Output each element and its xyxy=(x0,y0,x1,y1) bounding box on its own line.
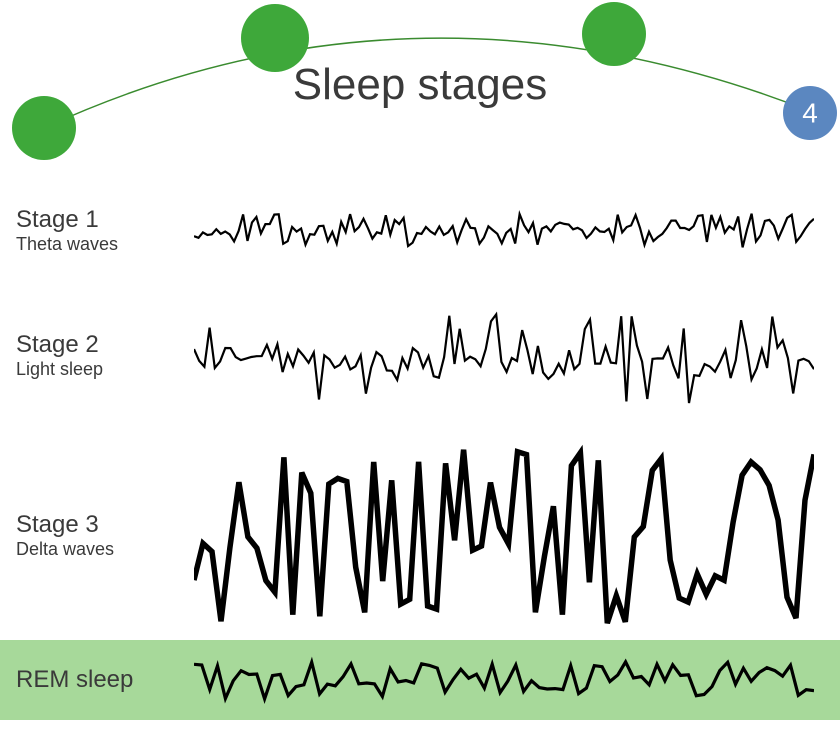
stage-title-stage3: Stage 3 xyxy=(16,511,184,539)
wave-cell-stage3 xyxy=(184,435,824,635)
stage-subtitle-stage1: Theta waves xyxy=(16,234,184,255)
stage-labels-rem: REM sleep xyxy=(16,666,184,694)
stage-row-stage1: Stage 1Theta waves xyxy=(0,180,840,280)
wave-rem xyxy=(194,655,814,705)
stage-row-stage2: Stage 2Light sleep xyxy=(0,280,840,430)
stage-labels-stage3: Stage 3Delta waves xyxy=(16,511,184,560)
wave-cell-stage1 xyxy=(184,200,824,260)
stage-labels-stage2: Stage 2Light sleep xyxy=(16,331,184,380)
stage-title-stage2: Stage 2 xyxy=(16,331,184,359)
wave-stage1 xyxy=(194,200,814,260)
wave-stage2 xyxy=(194,290,814,420)
wave-cell-stage2 xyxy=(184,290,824,420)
stage-subtitle-stage3: Delta waves xyxy=(16,539,184,560)
stage-row-rem: REM sleep xyxy=(0,640,840,720)
stage-subtitle-stage2: Light sleep xyxy=(16,359,184,380)
stage-title-stage1: Stage 1 xyxy=(16,206,184,234)
stage-title-rem: REM sleep xyxy=(16,666,184,694)
wave-cell-rem xyxy=(184,655,824,705)
stages-container: Stage 1Theta wavesStage 2Light sleepStag… xyxy=(0,180,840,720)
header: 4 Sleep stages xyxy=(0,0,840,165)
stage-labels-stage1: Stage 1Theta waves xyxy=(16,206,184,255)
wave-stage3 xyxy=(194,435,814,635)
header-node-2 xyxy=(582,2,646,66)
stage-row-stage3: Stage 3Delta waves xyxy=(0,430,840,640)
page-title: Sleep stages xyxy=(0,60,840,110)
